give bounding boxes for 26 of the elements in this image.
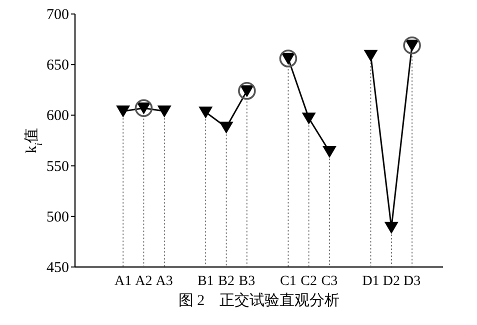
x-tick-label: C1 (280, 274, 296, 289)
y-tick-label: 450 (46, 260, 69, 276)
x-tick-label: B2 (218, 274, 234, 289)
y-tick-label: 700 (46, 7, 69, 23)
x-tick-label: D3 (403, 274, 421, 289)
point (198, 106, 213, 118)
point (279, 50, 298, 68)
point (134, 99, 153, 118)
y-tick-label: 500 (46, 209, 69, 226)
x-tick-label: A1 (114, 274, 132, 289)
caption: 图 2 正交试验直观分析 (178, 292, 340, 309)
x-tick-label: C2 (300, 274, 318, 289)
x-tick-label: C3 (321, 274, 338, 289)
y-tick-label: 550 (46, 158, 69, 175)
point (238, 82, 256, 100)
point (403, 36, 421, 54)
y-tick-label: 650 (46, 58, 69, 74)
point (116, 106, 130, 118)
x-tick-label: D1 (362, 274, 380, 289)
x-tick-label: B3 (238, 274, 256, 289)
point (157, 106, 172, 118)
x-tick-label: A3 (156, 274, 173, 289)
x-tick-label: D2 (382, 274, 400, 289)
x-tick-label: B1 (197, 274, 214, 289)
y-tick-label: 600 (46, 108, 69, 124)
x-tick-label: A2 (135, 274, 152, 289)
